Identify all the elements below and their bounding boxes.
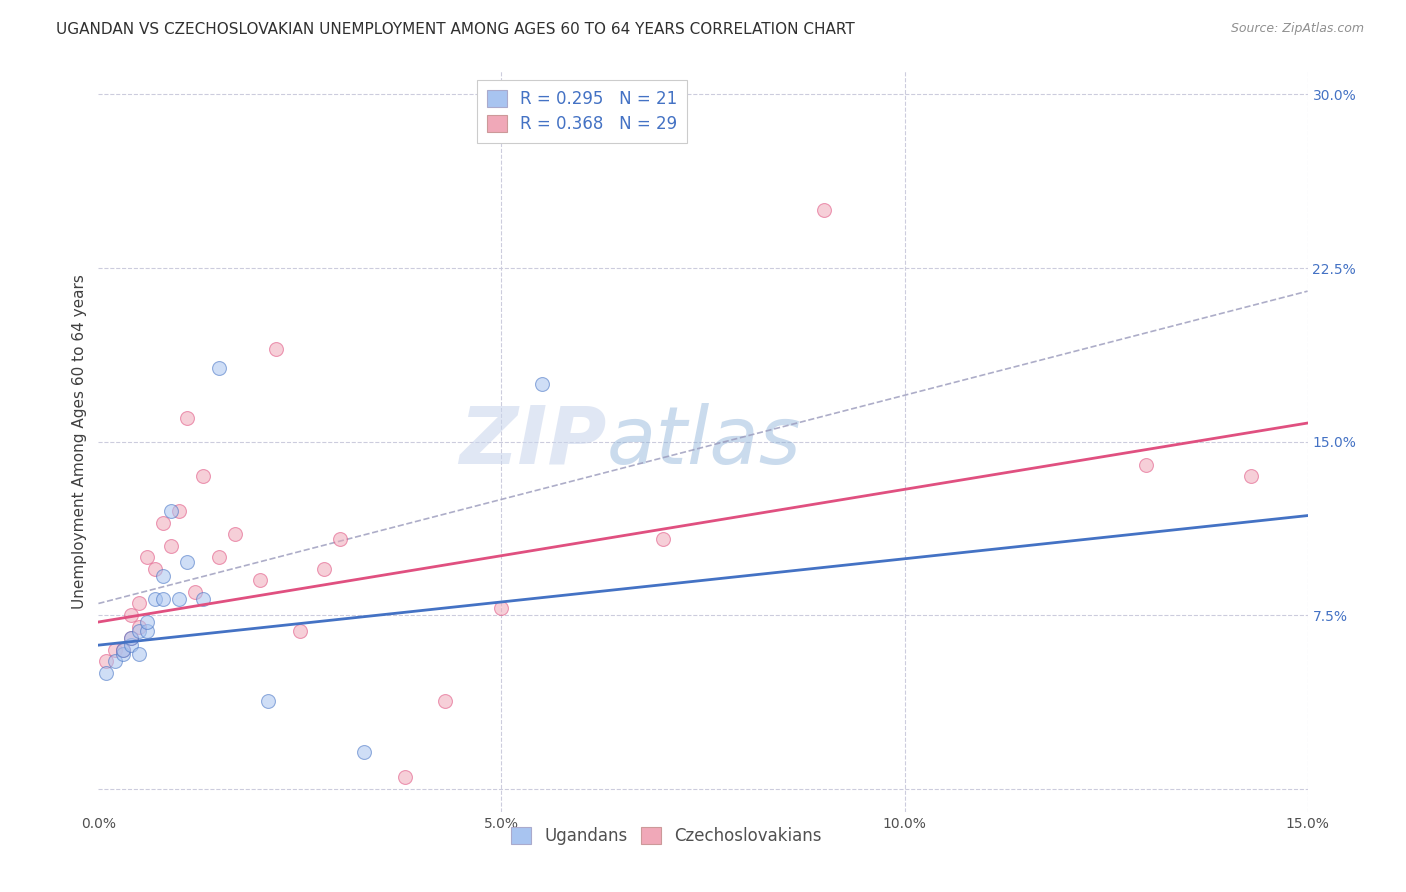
Point bbox=[167, 504, 190, 518]
Text: atlas: atlas bbox=[606, 402, 801, 481]
Point bbox=[329, 532, 352, 546]
Point bbox=[314, 562, 336, 576]
Point bbox=[96, 654, 118, 668]
Point bbox=[143, 591, 166, 606]
Point bbox=[176, 555, 198, 569]
Point bbox=[135, 615, 157, 629]
Point bbox=[152, 516, 174, 530]
Point bbox=[120, 638, 142, 652]
Point bbox=[160, 539, 183, 553]
Point bbox=[120, 631, 142, 645]
Point bbox=[135, 550, 157, 565]
Point bbox=[120, 631, 142, 645]
Point bbox=[176, 411, 198, 425]
Point bbox=[160, 504, 183, 518]
Point bbox=[394, 770, 416, 784]
Point bbox=[208, 360, 231, 375]
Point bbox=[128, 597, 150, 611]
Point bbox=[103, 654, 125, 668]
Point bbox=[651, 532, 673, 546]
Point bbox=[530, 376, 553, 391]
Point bbox=[128, 619, 150, 633]
Point bbox=[111, 642, 134, 657]
Point bbox=[135, 624, 157, 639]
Point bbox=[813, 203, 835, 218]
Text: Source: ZipAtlas.com: Source: ZipAtlas.com bbox=[1230, 22, 1364, 36]
Point bbox=[152, 591, 174, 606]
Point bbox=[193, 469, 215, 483]
Point bbox=[111, 648, 134, 662]
Point bbox=[184, 585, 207, 599]
Point bbox=[491, 601, 513, 615]
Point bbox=[152, 568, 174, 582]
Point bbox=[1240, 469, 1263, 483]
Legend: Ugandans, Czechoslovakians: Ugandans, Czechoslovakians bbox=[505, 820, 828, 852]
Point bbox=[120, 608, 142, 623]
Point bbox=[103, 642, 125, 657]
Point bbox=[111, 642, 134, 657]
Point bbox=[167, 591, 190, 606]
Point bbox=[208, 550, 231, 565]
Point bbox=[128, 624, 150, 639]
Point bbox=[224, 527, 246, 541]
Text: UGANDAN VS CZECHOSLOVAKIAN UNEMPLOYMENT AMONG AGES 60 TO 64 YEARS CORRELATION CH: UGANDAN VS CZECHOSLOVAKIAN UNEMPLOYMENT … bbox=[56, 22, 855, 37]
Point bbox=[193, 591, 215, 606]
Point bbox=[143, 562, 166, 576]
Point bbox=[256, 694, 278, 708]
Point bbox=[128, 648, 150, 662]
Point bbox=[353, 745, 375, 759]
Point bbox=[96, 665, 118, 680]
Text: ZIP: ZIP bbox=[458, 402, 606, 481]
Point bbox=[288, 624, 311, 639]
Point bbox=[1135, 458, 1157, 472]
Point bbox=[264, 342, 287, 356]
Point bbox=[434, 694, 457, 708]
Point bbox=[249, 574, 271, 588]
Y-axis label: Unemployment Among Ages 60 to 64 years: Unemployment Among Ages 60 to 64 years bbox=[72, 274, 87, 609]
